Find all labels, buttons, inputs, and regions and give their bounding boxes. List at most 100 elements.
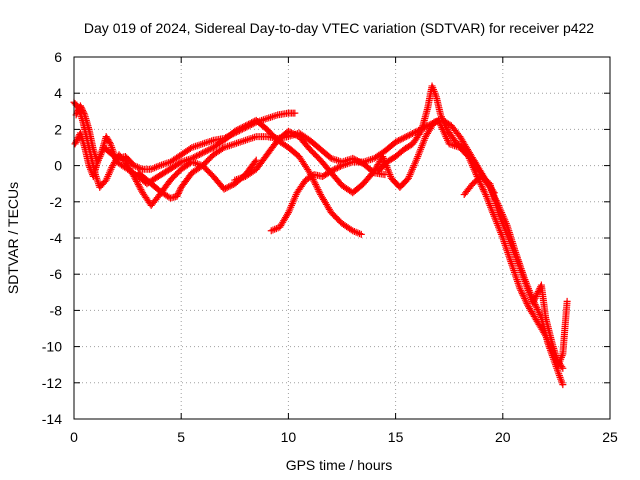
data-point	[532, 302, 540, 310]
data-point	[206, 145, 214, 153]
data-point	[312, 181, 320, 189]
series-track-h	[460, 172, 571, 369]
y-tick-label: -4	[50, 230, 63, 246]
grid-lines	[74, 57, 610, 419]
data-point	[327, 167, 335, 175]
data-point	[271, 225, 279, 233]
data-point	[231, 127, 239, 135]
data-point	[71, 140, 79, 148]
data-point	[532, 293, 540, 301]
data-point	[404, 132, 412, 140]
data-point	[79, 108, 87, 116]
data-point	[523, 299, 531, 307]
data-point	[228, 181, 236, 189]
data-point	[530, 298, 538, 306]
data-point	[197, 150, 205, 158]
data-point	[130, 162, 138, 170]
data-point	[335, 163, 343, 171]
y-tick-label: -14	[42, 411, 62, 427]
data-point	[286, 128, 294, 136]
data-point	[189, 154, 197, 162]
data-point	[329, 166, 337, 174]
data-point	[427, 120, 435, 128]
data-point	[559, 381, 567, 389]
data-point	[534, 307, 542, 315]
data-point	[533, 304, 541, 312]
data-point	[357, 230, 365, 238]
data-point	[398, 135, 406, 143]
data-point	[312, 182, 320, 190]
chart-title: Day 019 of 2024, Sidereal Day-to-day VTE…	[84, 20, 594, 36]
data-point	[287, 129, 295, 137]
data-point	[73, 109, 81, 117]
data-point	[425, 121, 433, 129]
data-point	[199, 149, 207, 157]
data-point	[531, 294, 539, 302]
data-point	[416, 129, 424, 137]
data-point	[219, 145, 227, 153]
data-point	[534, 288, 542, 296]
y-tick-label: 4	[54, 85, 62, 101]
data-point	[106, 138, 114, 146]
y-tick-label: 0	[54, 158, 62, 174]
data-point	[352, 228, 360, 236]
data-point	[174, 191, 182, 199]
data-point	[237, 124, 245, 132]
data-point	[410, 129, 418, 137]
data-point	[405, 131, 413, 139]
data-point	[193, 152, 201, 160]
data-point	[136, 184, 144, 192]
data-point	[392, 138, 400, 146]
data-point	[154, 162, 162, 170]
data-point	[225, 183, 233, 191]
data-point	[147, 165, 155, 173]
data-point	[291, 130, 299, 138]
data-point	[252, 156, 260, 164]
y-tick-label: 6	[54, 49, 62, 65]
x-tick-label: 25	[602, 429, 618, 445]
data-point	[521, 295, 529, 303]
data-point	[530, 296, 538, 304]
data-point	[76, 102, 84, 110]
data-point	[176, 186, 184, 194]
data-point	[291, 109, 299, 117]
data-point	[133, 177, 141, 185]
data-point	[222, 184, 230, 192]
data-point	[315, 187, 323, 195]
data-points	[70, 82, 571, 389]
data-point	[235, 125, 243, 133]
data-point	[563, 297, 571, 305]
data-point	[251, 158, 259, 166]
data-point	[529, 299, 537, 307]
data-point	[559, 364, 567, 372]
y-tick-label: -6	[50, 266, 63, 282]
data-point	[234, 126, 242, 134]
y-tick-label: -8	[50, 302, 63, 318]
y-tick-label: 2	[54, 121, 62, 137]
data-point	[350, 227, 358, 235]
data-point	[232, 126, 240, 134]
data-point	[174, 189, 182, 197]
data-point	[194, 151, 202, 159]
data-point	[354, 229, 362, 237]
data-point	[202, 147, 210, 155]
data-point	[535, 309, 543, 317]
data-point	[326, 168, 334, 176]
data-point	[356, 230, 364, 238]
data-point	[518, 288, 526, 296]
x-tick-label: 0	[70, 429, 78, 445]
data-point	[395, 137, 403, 145]
data-point	[402, 133, 410, 141]
data-point	[223, 184, 231, 192]
y-tick-label: -12	[42, 375, 62, 391]
data-point	[269, 226, 277, 234]
data-point	[272, 225, 280, 233]
data-point	[516, 285, 524, 293]
data-point	[200, 148, 208, 156]
data-point	[524, 301, 532, 309]
plot-frame	[73, 56, 611, 420]
data-point	[240, 123, 248, 131]
data-point	[78, 105, 86, 113]
data-point	[313, 184, 321, 192]
